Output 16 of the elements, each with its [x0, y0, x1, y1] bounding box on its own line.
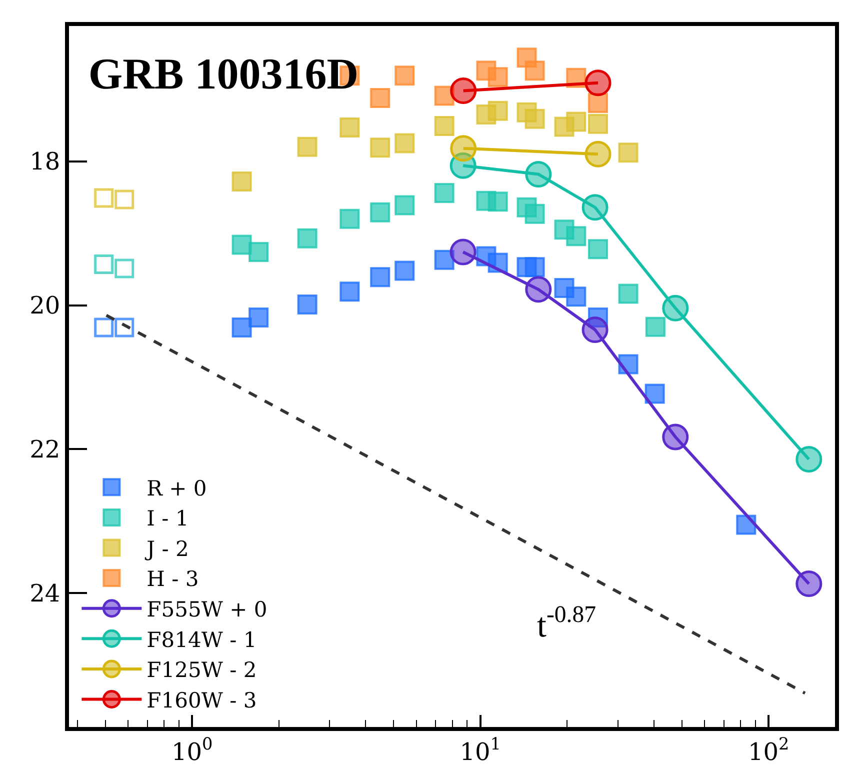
- legend-label: F814W - 1: [146, 628, 257, 652]
- y-tick-label: 20: [30, 292, 60, 320]
- legend-label: F160W - 3: [146, 688, 257, 712]
- legend-label: H - 3: [146, 567, 199, 592]
- legend-label: R + 0: [146, 476, 207, 500]
- x-tick-label: 10$^{0}$: [171, 734, 213, 766]
- legend-label: F125W - 2: [146, 658, 257, 682]
- legend-label: J - 2: [144, 536, 189, 561]
- y-tick-label: 18: [30, 148, 60, 176]
- y-tick-label: 24: [30, 580, 60, 608]
- x-tick-label: 10$^{2}$: [748, 734, 790, 766]
- x-tick-label: 10$^{1}$: [460, 734, 501, 766]
- y-tick-label: 22: [30, 436, 60, 464]
- legend-label: I - 1: [146, 506, 189, 531]
- legend-label: F555W + 0: [146, 598, 268, 622]
- annotation: t$^{-0.87}$: [537, 602, 596, 644]
